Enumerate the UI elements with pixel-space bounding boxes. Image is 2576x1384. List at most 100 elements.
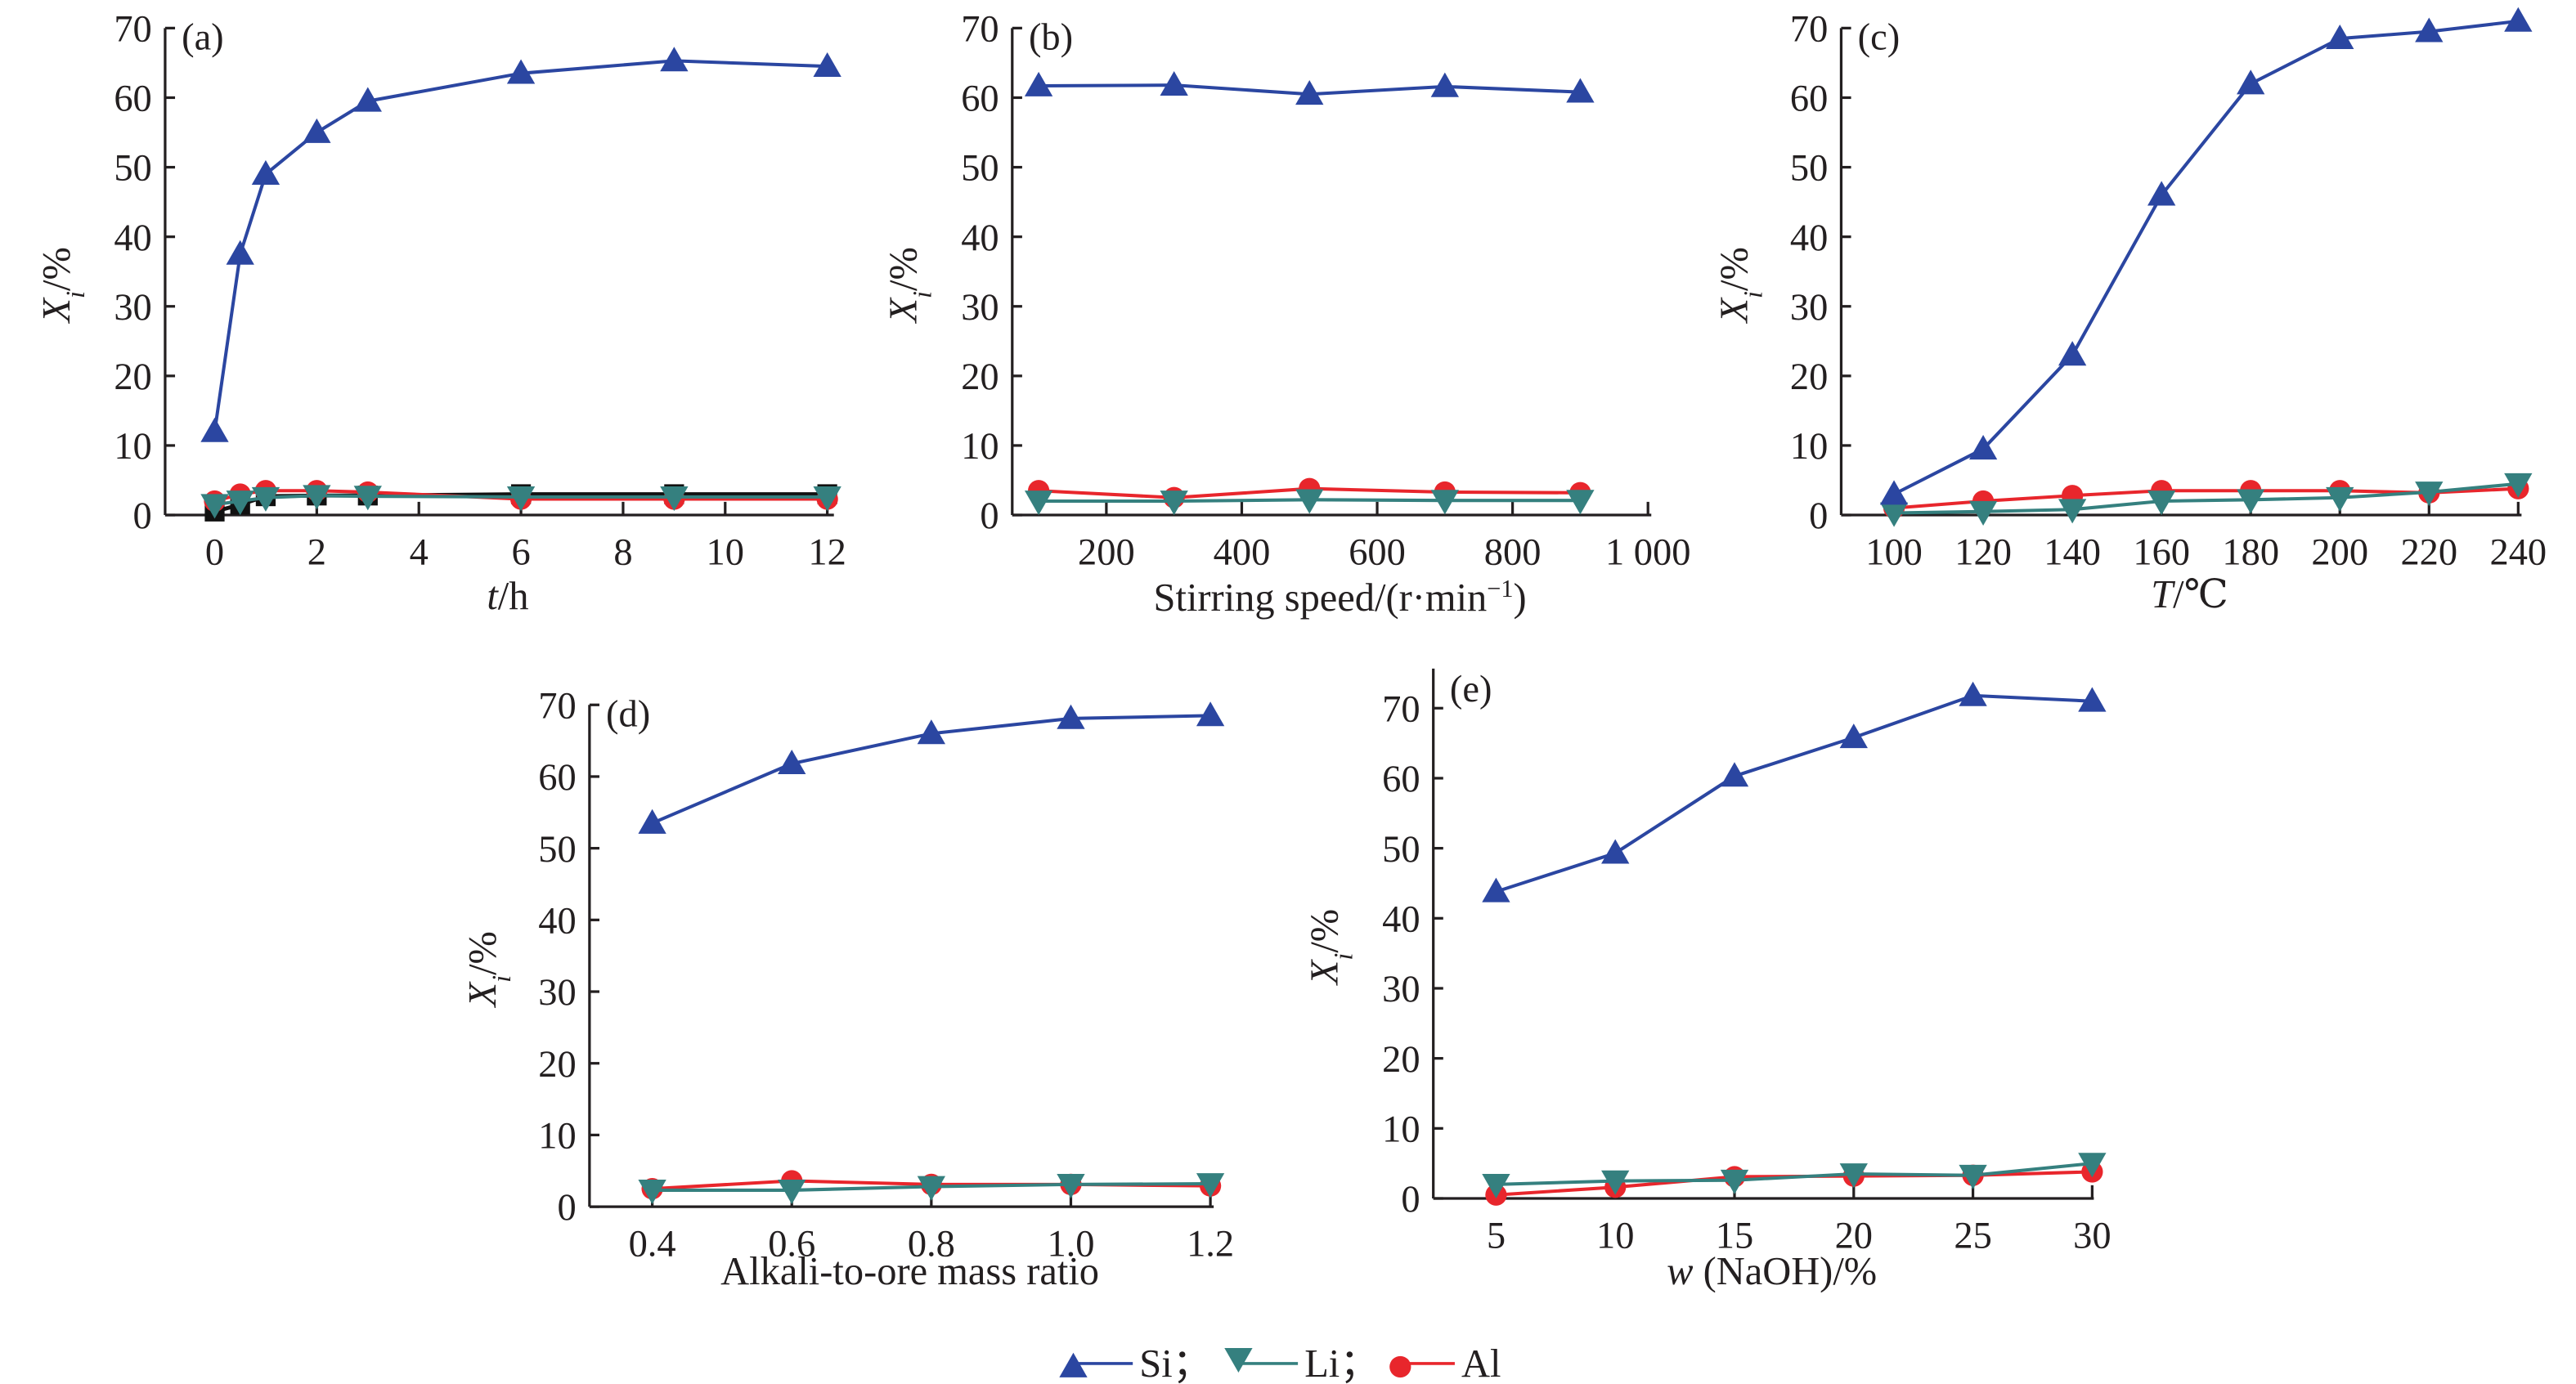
data-point	[2415, 17, 2444, 43]
y-tick-label: 70	[114, 9, 151, 51]
legend-item-si: Si；	[1059, 1342, 1212, 1384]
data-point	[303, 485, 331, 510]
y-axis-label: Xi/%	[35, 247, 90, 324]
data-point	[1160, 70, 1188, 96]
x-tick-label: 600	[1349, 532, 1406, 574]
y-axis-label-sub: i	[1738, 291, 1767, 298]
data-point	[1879, 502, 1909, 527]
data-point	[778, 749, 806, 775]
y-axis-label-var: X	[1712, 297, 1756, 325]
data-point	[638, 808, 666, 834]
x-axis-label-part: /℃	[2173, 573, 2228, 616]
y-tick-label: 0	[1401, 1179, 1420, 1221]
x-tick-label: 4	[410, 532, 429, 574]
data-point	[1024, 71, 1053, 96]
x-tick-label: 10	[707, 532, 744, 574]
data-point	[2147, 181, 2176, 206]
y-tick-label: 50	[961, 148, 999, 190]
y-axis-label-var: X	[882, 297, 926, 325]
data-point	[1968, 500, 1998, 526]
chart-panel-e: 0 10 20 30 40 50 60 70 5 10 15 20 25 30 (e) w (NaOH)/% X…	[1304, 668, 2112, 1293]
x-tick-label: 5	[1487, 1216, 1506, 1257]
data-point	[1196, 701, 1225, 727]
data-point	[660, 47, 689, 72]
x-tick-label: 0.4	[629, 1224, 676, 1265]
y-tick-label: 50	[114, 148, 151, 190]
data-point	[1566, 490, 1595, 515]
data-point	[1057, 1174, 1085, 1199]
data-point	[353, 486, 382, 511]
y-tick-label: 20	[538, 1044, 576, 1086]
y-tick-label: 40	[961, 217, 999, 259]
data-point	[638, 1180, 666, 1205]
y-axis-label-unit: /%	[35, 247, 79, 291]
chart-panel-b: 0 10 20 30 40 50 60 70 200 400 600 800 1 000 (b) Stirr…	[882, 9, 1691, 620]
y-tick-label: 70	[961, 9, 999, 51]
y-tick-label: 60	[114, 78, 151, 120]
x-tick-label: 120	[1954, 532, 2012, 574]
y-axis-label-sub: i	[487, 975, 516, 983]
x-tick-label: 0.6	[768, 1224, 815, 1265]
x-tick-label: 0	[205, 532, 224, 574]
x-tick-label: 800	[1484, 532, 1542, 574]
panel-label: (c)	[1858, 17, 1901, 59]
y-tick-label: 50	[1790, 148, 1828, 190]
x-tick-label: 240	[2489, 532, 2547, 574]
y-tick-label: 70	[1382, 688, 1420, 730]
series-line	[1894, 481, 2519, 515]
x-tick-label: 12	[808, 532, 846, 574]
y-tick-label: 70	[538, 685, 576, 727]
data-point	[1430, 72, 1459, 97]
legend-item-li: Li；	[1224, 1342, 1380, 1384]
data-point	[251, 159, 280, 185]
data-point	[2504, 7, 2533, 32]
x-tick-label: 1.2	[1187, 1224, 1234, 1265]
data-point	[1295, 489, 1324, 514]
data-point	[917, 1176, 946, 1201]
y-tick-label: 10	[961, 426, 999, 468]
data-point	[226, 490, 254, 516]
data-point	[1196, 1173, 1225, 1198]
x-axis-label-part: Alkali-to-ore mass ratio	[720, 1250, 1099, 1293]
series-line	[213, 59, 828, 432]
x-tick-label: 30	[2073, 1216, 2111, 1257]
legend-marker-icon	[1224, 1347, 1253, 1373]
x-tick-label: 25	[1954, 1216, 1991, 1257]
series-si	[1482, 681, 2107, 903]
x-tick-label: 160	[2133, 532, 2190, 574]
y-axis-label-unit: /%	[461, 931, 505, 975]
panel-label: (a)	[182, 17, 224, 59]
y-axis-label-sub: i	[61, 291, 90, 298]
series-li	[1024, 489, 1595, 516]
data-point	[2058, 499, 2087, 524]
x-tick-label: 20	[1835, 1216, 1873, 1257]
y-tick-label: 30	[1382, 969, 1420, 1010]
y-tick-label: 40	[1382, 898, 1420, 940]
series-line	[1495, 693, 2093, 894]
x-axis-label-part: T	[2151, 573, 2175, 616]
data-point	[813, 486, 841, 512]
y-tick-label: 20	[114, 356, 151, 398]
data-point	[1024, 490, 1053, 516]
x-axis-label-part: /h	[498, 575, 529, 618]
data-point	[917, 719, 946, 745]
x-tick-label: 1.0	[1047, 1224, 1094, 1265]
data-point	[2237, 489, 2265, 514]
legend: Si； Li； Al	[1059, 1342, 1501, 1384]
y-tick-label: 20	[961, 356, 999, 398]
data-point	[1959, 681, 1987, 706]
x-tick-label: 180	[2222, 532, 2279, 574]
data-point	[1720, 762, 1749, 787]
series-line	[1893, 19, 2519, 496]
x-axis-label-part: w	[1667, 1250, 1693, 1293]
y-axis-label-var: X	[35, 297, 79, 325]
x-tick-label: 10	[1596, 1216, 1634, 1257]
y-tick-label: 10	[1790, 426, 1828, 468]
data-point	[813, 52, 841, 78]
x-axis-label-part: (NaOH)/%	[1693, 1250, 1877, 1293]
data-point	[200, 417, 229, 442]
data-point	[2078, 687, 2107, 712]
data-point	[778, 1180, 806, 1205]
data-point	[1295, 80, 1324, 105]
x-axis-label: t/h	[487, 575, 528, 618]
